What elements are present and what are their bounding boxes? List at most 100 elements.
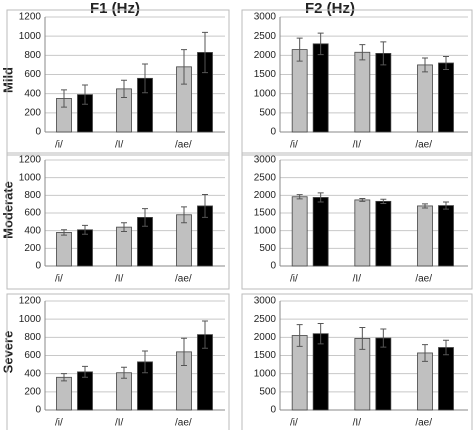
bar [56, 376, 72, 411]
y-tick-label: 500 [259, 107, 276, 118]
error-bar [61, 89, 67, 108]
x-tick-label: /i/ [55, 418, 63, 429]
y-tick-label: 500 [259, 243, 276, 254]
error-bar [121, 79, 127, 98]
x-tick-label: /ae/ [415, 418, 432, 429]
y-tick-label: 0 [270, 127, 276, 138]
error-bar [202, 193, 208, 218]
error-bar [422, 344, 428, 362]
x-tick-label: /I/ [115, 274, 124, 285]
error-bar [181, 337, 187, 366]
error-bar [202, 31, 208, 74]
bar [291, 196, 308, 267]
row-label: Severe [0, 331, 15, 374]
bar [354, 51, 371, 133]
y-tick-label: 1000 [19, 172, 42, 183]
y-tick-label: 0 [35, 405, 41, 416]
y-tick-label: 1000 [254, 88, 277, 99]
panel-frame [6, 9, 230, 156]
panel-frame [6, 293, 230, 430]
error-bar [359, 327, 366, 350]
y-tick-label: 0 [35, 127, 41, 138]
y-tick-label: 2000 [254, 50, 277, 61]
y-tick-label: 500 [259, 386, 276, 397]
error-bar [359, 198, 366, 202]
error-bar [443, 55, 449, 71]
x-tick-label: /i/ [290, 140, 298, 151]
bar [438, 205, 454, 267]
x-tick-label: /I/ [353, 274, 362, 285]
y-tick-label: 0 [35, 261, 41, 272]
row-label: Moderate [0, 181, 15, 239]
bar [56, 232, 72, 267]
x-tick-label: /i/ [55, 274, 63, 285]
error-bar [317, 323, 324, 345]
bar [354, 199, 371, 267]
x-tick-label: /i/ [290, 274, 298, 285]
x-tick-label: /i/ [55, 140, 63, 151]
bar [438, 347, 454, 411]
bar [438, 62, 454, 133]
y-tick-label: 3000 [254, 296, 277, 307]
y-tick-label: 3000 [254, 155, 277, 166]
y-tick-label: 2000 [254, 332, 277, 343]
panel-frame [241, 9, 473, 156]
panel-frame [6, 152, 230, 290]
error-bar [422, 203, 428, 209]
y-tick-label: 3000 [254, 12, 277, 23]
y-tick-label: 2500 [254, 31, 277, 42]
error-bar [142, 208, 148, 227]
y-tick-label: 1000 [19, 31, 42, 42]
x-tick-label: /ae/ [415, 140, 432, 151]
error-bar [142, 350, 148, 374]
x-tick-label: /i/ [290, 418, 298, 429]
error-bar [82, 224, 88, 235]
y-tick-label: 600 [24, 350, 41, 361]
y-tick-label: 800 [24, 332, 41, 343]
error-bar [380, 198, 387, 204]
bar [375, 200, 392, 267]
bar [375, 337, 392, 411]
bar [77, 229, 93, 267]
error-bar [317, 32, 324, 56]
panel-frame [241, 152, 473, 290]
x-tick-label: /I/ [115, 140, 124, 151]
panel-frame [241, 293, 473, 430]
error-bar [443, 339, 449, 356]
error-bar [142, 63, 148, 94]
column-title: F1 (Hz) [90, 0, 140, 17]
y-tick-label: 600 [24, 69, 41, 80]
y-tick-label: 2500 [254, 172, 277, 183]
y-tick-label: 600 [24, 208, 41, 219]
y-tick-label: 400 [24, 225, 41, 236]
y-tick-label: 400 [24, 88, 41, 99]
error-bar [359, 44, 366, 61]
y-tick-label: 200 [24, 243, 41, 254]
y-tick-label: 1000 [254, 225, 277, 236]
column-title: F2 (Hz) [305, 0, 355, 17]
bar [417, 64, 433, 133]
y-tick-label: 0 [270, 261, 276, 272]
x-tick-label: /I/ [353, 418, 362, 429]
error-bar [61, 229, 67, 236]
error-bar [422, 57, 428, 73]
y-tick-label: 200 [24, 107, 41, 118]
error-bar [443, 201, 449, 210]
y-tick-label: 1500 [254, 350, 277, 361]
y-tick-label: 1200 [19, 296, 42, 307]
y-tick-label: 0 [270, 405, 276, 416]
bar [312, 43, 329, 133]
x-tick-label: /I/ [353, 140, 362, 151]
error-bar [121, 366, 127, 379]
error-bar [317, 192, 324, 203]
error-bar [61, 373, 67, 382]
y-tick-label: 200 [24, 386, 41, 397]
error-bar [296, 324, 303, 347]
y-tick-label: 1500 [254, 69, 277, 80]
error-bar [380, 328, 387, 348]
x-tick-label: /I/ [115, 418, 124, 429]
error-bar [296, 194, 303, 200]
x-tick-label: /ae/ [175, 140, 192, 151]
y-tick-label: 1500 [254, 208, 277, 219]
